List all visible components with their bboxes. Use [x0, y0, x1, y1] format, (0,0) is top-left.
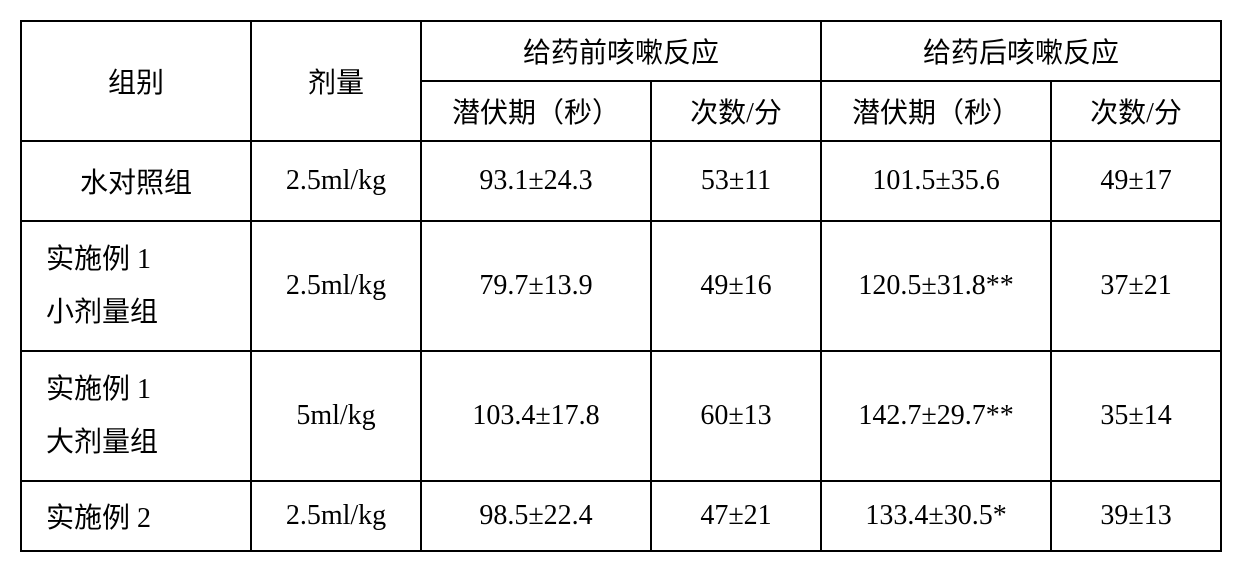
cell-pre-latency: 93.1±24.3	[421, 141, 651, 221]
cell-pre-count: 49±16	[651, 221, 821, 351]
data-table-container: 组别 剂量 给药前咳嗽反应 给药后咳嗽反应 潜伏期（秒） 次数/分 潜伏期（秒）…	[20, 20, 1220, 552]
cell-pre-count: 60±13	[651, 351, 821, 481]
col-header-pre-count: 次数/分	[651, 81, 821, 141]
cell-group: 实施例 2	[21, 481, 251, 551]
cell-group: 实施例 1 小剂量组	[21, 221, 251, 351]
cell-dose: 2.5ml/kg	[251, 481, 421, 551]
col-header-post-count: 次数/分	[1051, 81, 1221, 141]
cell-post-latency: 120.5±31.8**	[821, 221, 1051, 351]
cell-post-count: 35±14	[1051, 351, 1221, 481]
cell-dose: 2.5ml/kg	[251, 221, 421, 351]
table-row: 水对照组 2.5ml/kg 93.1±24.3 53±11 101.5±35.6…	[21, 141, 1221, 221]
cell-pre-latency: 103.4±17.8	[421, 351, 651, 481]
cell-post-latency: 133.4±30.5*	[821, 481, 1051, 551]
col-header-group: 组别	[21, 21, 251, 141]
cell-post-latency: 142.7±29.7**	[821, 351, 1051, 481]
cell-pre-count: 53±11	[651, 141, 821, 221]
cell-post-latency: 101.5±35.6	[821, 141, 1051, 221]
cell-group: 实施例 1 大剂量组	[21, 351, 251, 481]
cell-dose: 2.5ml/kg	[251, 141, 421, 221]
cell-dose: 5ml/kg	[251, 351, 421, 481]
cell-pre-count: 47±21	[651, 481, 821, 551]
table-row: 实施例 1 小剂量组 2.5ml/kg 79.7±13.9 49±16 120.…	[21, 221, 1221, 351]
col-header-pre: 给药前咳嗽反应	[421, 21, 821, 81]
col-header-pre-latency: 潜伏期（秒）	[421, 81, 651, 141]
cell-post-count: 39±13	[1051, 481, 1221, 551]
cell-post-count: 49±17	[1051, 141, 1221, 221]
col-header-post-latency: 潜伏期（秒）	[821, 81, 1051, 141]
cell-pre-latency: 98.5±22.4	[421, 481, 651, 551]
cough-response-table: 组别 剂量 给药前咳嗽反应 给药后咳嗽反应 潜伏期（秒） 次数/分 潜伏期（秒）…	[20, 20, 1222, 552]
cell-group: 水对照组	[21, 141, 251, 221]
cell-group-line1: 实施例 1	[46, 233, 151, 286]
cell-group-line2: 小剂量组	[46, 286, 158, 339]
cell-group-line1: 实施例 1	[46, 363, 151, 416]
cell-pre-latency: 79.7±13.9	[421, 221, 651, 351]
cell-post-count: 37±21	[1051, 221, 1221, 351]
col-header-post: 给药后咳嗽反应	[821, 21, 1221, 81]
table-row: 实施例 1 大剂量组 5ml/kg 103.4±17.8 60±13 142.7…	[21, 351, 1221, 481]
cell-group-line2: 大剂量组	[46, 416, 158, 469]
col-header-dose: 剂量	[251, 21, 421, 141]
header-row-1: 组别 剂量 给药前咳嗽反应 给药后咳嗽反应	[21, 21, 1221, 81]
table-row: 实施例 2 2.5ml/kg 98.5±22.4 47±21 133.4±30.…	[21, 481, 1221, 551]
